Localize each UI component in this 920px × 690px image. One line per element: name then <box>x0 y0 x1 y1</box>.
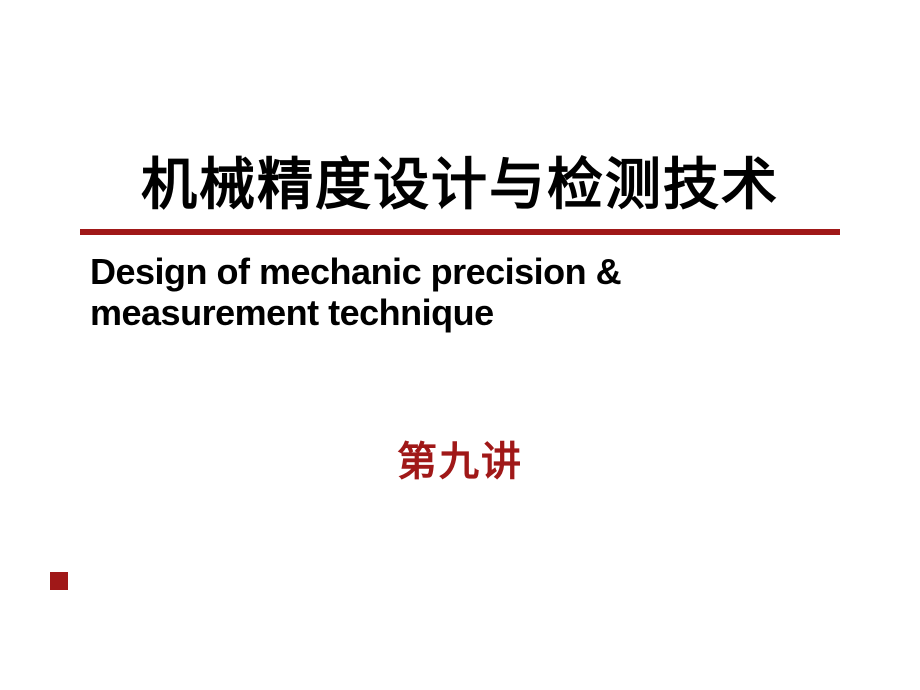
title-divider <box>80 229 840 235</box>
main-title: 机械精度设计与检测技术 <box>80 140 840 221</box>
slide-container: 机械精度设计与检测技术 Design of mechanic precision… <box>0 0 920 690</box>
lecture-number: 第九讲 <box>80 429 840 487</box>
subtitle: Design of mechanic precision & measureme… <box>80 251 840 334</box>
corner-marker-icon <box>50 572 68 590</box>
